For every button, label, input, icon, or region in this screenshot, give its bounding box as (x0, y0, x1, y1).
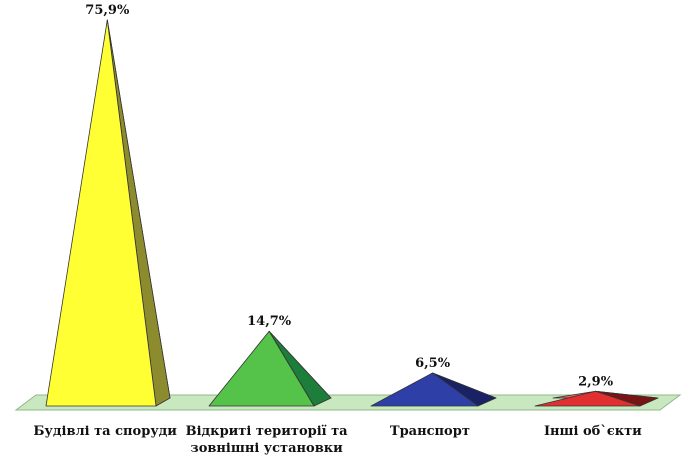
category-label-open-areas-line-1: Відкриті території та (186, 424, 349, 439)
value-label-transport: 6,5% (415, 356, 451, 371)
value-label-other: 2,9% (578, 374, 614, 389)
value-label-buildings: 75,9% (85, 3, 130, 18)
chart-floor (14, 394, 682, 411)
pyramid-front-face-buildings (45, 19, 157, 407)
pyramid-front-face-transport (370, 372, 479, 407)
labels-layer: 75,9% Будівлі та споруди 14,7% Відкриті тер… (33, 3, 642, 456)
category-label-other: Інші об`єкти (544, 424, 642, 439)
bars-layer (45, 19, 659, 407)
category-label-open-areas-line-2: зовнішні установки (190, 441, 343, 456)
category-label-transport: Транспорт (390, 424, 470, 439)
pyramid-front-face-open-areas (208, 330, 315, 407)
category-label-buildings: Будівлі та споруди (33, 424, 177, 439)
pyramid-front-face-other (534, 390, 641, 407)
value-label-open-areas: 14,7% (247, 314, 292, 329)
